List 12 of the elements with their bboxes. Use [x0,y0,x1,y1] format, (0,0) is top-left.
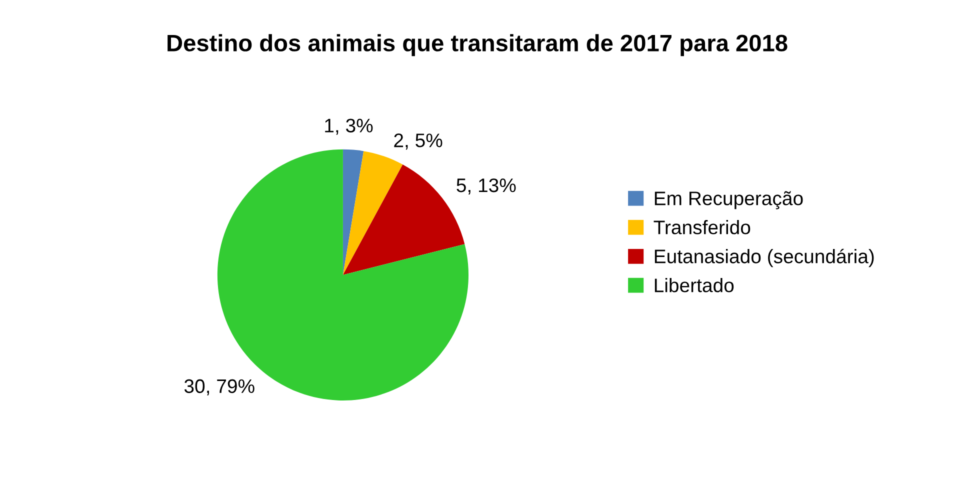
pie-slice [342,151,403,275]
legend-label: Em Recuperação [654,191,803,210]
data-label: 5, 13% [456,178,516,195]
legend-label: Eutanasiado (secundária) [654,248,874,268]
data-label: 1, 3% [325,118,373,135]
data-label: 2, 5% [394,134,442,150]
pie-slice [342,149,364,275]
chart-title: Destino dos animais que transitaram de 2017 para 2018 [168,34,788,56]
pie-slice [217,149,469,400]
data-label: 30, 79% [184,379,254,396]
legend-label: Transferido [654,220,750,234]
legend-label: Libertado [654,278,734,292]
